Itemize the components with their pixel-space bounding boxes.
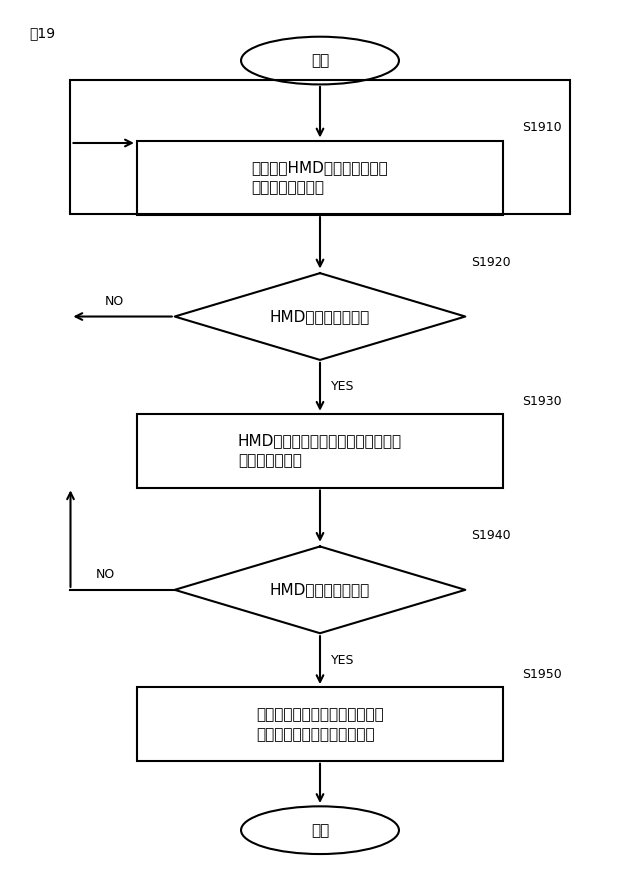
Text: 客室乗務員による当該ユーザの
確認を促すメッセージを通知: 客室乗務員による当該ユーザの 確認を促すメッセージを通知 — [256, 707, 384, 742]
Text: YES: YES — [332, 653, 355, 667]
Text: NO: NO — [95, 569, 115, 581]
Text: S1930: S1930 — [522, 394, 562, 407]
Text: 終了: 終了 — [311, 823, 329, 837]
Text: ユーザのHMDの姿勢を表わす
データを逐次受信: ユーザのHMDの姿勢を表わす データを逐次受信 — [252, 160, 388, 195]
Bar — [137, 688, 503, 761]
Text: S1920: S1920 — [472, 256, 511, 269]
Text: S1910: S1910 — [522, 121, 562, 134]
Text: 図19: 図19 — [29, 26, 56, 40]
Bar — [137, 414, 503, 488]
Text: NO: NO — [105, 295, 124, 307]
Bar — [70, 80, 570, 214]
Text: YES: YES — [332, 380, 355, 393]
Text: 開始: 開始 — [311, 53, 329, 68]
Bar — [137, 141, 503, 215]
Text: HMDの状態は一定？: HMDの状態は一定？ — [270, 583, 370, 597]
Text: HMDの状態は一定？: HMDの状態は一定？ — [270, 309, 370, 324]
Text: HMDのユーザに身体を伸ばすことを
促す信号を出力: HMDのユーザに身体を伸ばすことを 促す信号を出力 — [238, 434, 402, 469]
Text: S1950: S1950 — [522, 668, 562, 681]
Text: S1940: S1940 — [472, 529, 511, 542]
